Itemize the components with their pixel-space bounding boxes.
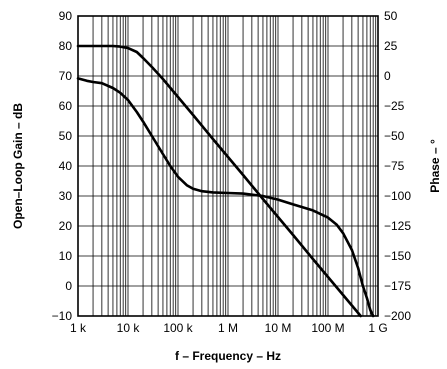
y-left-tick-label: −10 bbox=[52, 309, 73, 323]
gain-curve bbox=[76, 44, 363, 318]
y-right-tick-label: 25 bbox=[384, 39, 398, 53]
x-tick-label: 10 k bbox=[117, 321, 141, 335]
y-left-tick-label: 60 bbox=[59, 99, 73, 113]
y-right-tick-labels: 50 25 0 −25 −50 −75 −100 −125 −150 −175 −200 bbox=[384, 9, 411, 323]
y-right-tick-label: −125 bbox=[384, 219, 411, 233]
y-right-tick-label: 0 bbox=[384, 69, 391, 83]
y-right-tick-label: −175 bbox=[384, 279, 411, 293]
x-tick-label: 100 k bbox=[163, 321, 193, 335]
x-tick-label: 10 M bbox=[265, 321, 292, 335]
y-right-tick-label: −150 bbox=[384, 249, 411, 263]
x-axis-title: f – Frequency – Hz bbox=[175, 349, 281, 363]
y-right-tick-label: 50 bbox=[384, 9, 398, 23]
y-left-tick-label: 30 bbox=[59, 189, 73, 203]
phase-curve bbox=[76, 77, 375, 318]
y-left-tick-label: 70 bbox=[59, 69, 73, 83]
x-tick-label: 1 G bbox=[368, 321, 387, 335]
plot-frame bbox=[77, 15, 379, 317]
x-tick-label: 100 M bbox=[311, 321, 344, 335]
y-right-axis-title: Phase – ° bbox=[428, 139, 442, 193]
x-tick-labels: 1 k 10 k 100 k 1 M 10 M 100 M 1 G bbox=[70, 321, 388, 335]
y-right-tick-label: −75 bbox=[384, 159, 405, 173]
y-left-tick-label: 0 bbox=[65, 279, 72, 293]
y-left-tick-label: 90 bbox=[59, 9, 73, 23]
x-tick-label: 1 k bbox=[70, 321, 87, 335]
y-left-tick-label: 40 bbox=[59, 159, 73, 173]
y-right-tick-label: −25 bbox=[384, 99, 405, 113]
grid bbox=[77, 15, 378, 317]
y-left-axis-title: Open–Loop Gain – dB bbox=[11, 103, 25, 229]
y-left-tick-labels: 90 80 70 60 50 40 30 20 10 0 −10 bbox=[52, 9, 73, 323]
y-left-tick-label: 20 bbox=[59, 219, 73, 233]
y-left-tick-label: 50 bbox=[59, 129, 73, 143]
y-right-tick-label: −200 bbox=[384, 309, 411, 323]
y-left-tick-label: 10 bbox=[59, 249, 73, 263]
y-right-tick-label: −100 bbox=[384, 189, 411, 203]
series-lines bbox=[76, 44, 375, 318]
y-right-tick-label: −50 bbox=[384, 129, 405, 143]
x-tick-label: 1 M bbox=[218, 321, 238, 335]
y-left-tick-label: 80 bbox=[59, 39, 73, 53]
